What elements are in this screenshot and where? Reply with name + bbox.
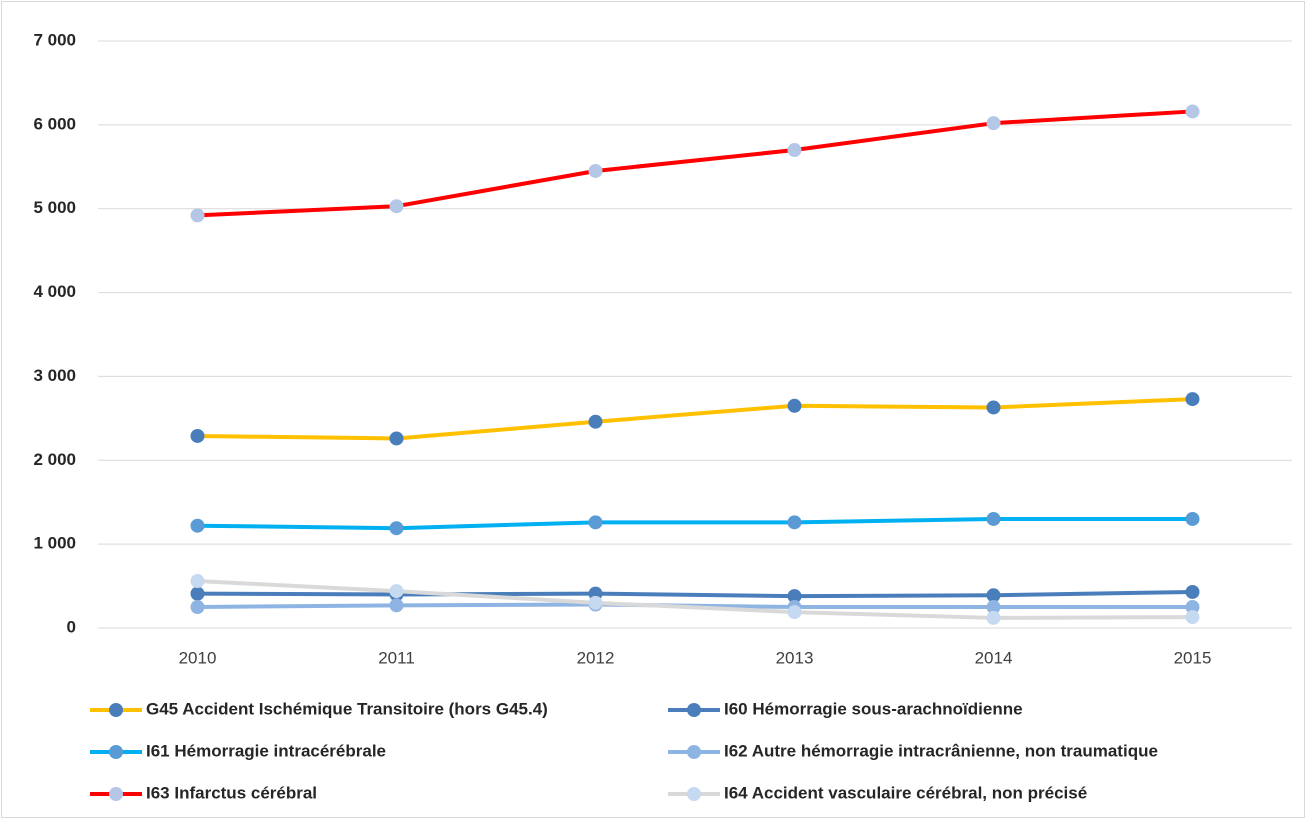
point <box>1185 610 1200 625</box>
point <box>588 414 603 429</box>
point <box>787 143 802 158</box>
point <box>1185 511 1200 526</box>
x-tick-label: 2011 <box>378 648 415 667</box>
legend-marker <box>109 745 123 759</box>
point <box>190 518 205 533</box>
legend-label: I62 Autre hémorragie intracrânienne, non… <box>724 741 1158 760</box>
point <box>190 428 205 443</box>
series-line <box>197 109 1193 218</box>
x-tick-label: 2012 <box>577 648 615 667</box>
y-tick-label: 7 000 <box>33 30 76 49</box>
point <box>389 199 404 214</box>
point <box>389 431 404 446</box>
point <box>588 515 603 530</box>
point <box>190 208 205 223</box>
point <box>986 600 1001 615</box>
series-line <box>197 516 1193 531</box>
point <box>190 574 205 589</box>
y-tick-label: 0 <box>67 617 76 636</box>
x-tick-label: 2013 <box>776 648 814 667</box>
point <box>190 600 205 615</box>
point <box>190 586 205 601</box>
x-tick-label: 2014 <box>975 648 1013 667</box>
point <box>787 605 802 620</box>
point <box>588 163 603 178</box>
legend-label: I60 Hémorragie sous-arachnoïdienne <box>724 699 1023 718</box>
legend-label: I64 Accident vasculaire cérébral, non pr… <box>724 783 1087 802</box>
y-tick-label: 6 000 <box>33 114 76 133</box>
point <box>1185 104 1200 119</box>
legend-label: G45 Accident Ischémique Transitoire (hor… <box>146 699 548 718</box>
series-line <box>197 579 1193 620</box>
legend-marker <box>687 787 701 801</box>
series-line <box>197 589 1193 599</box>
point <box>787 589 802 604</box>
point <box>1185 584 1200 599</box>
point <box>588 595 603 610</box>
point <box>787 398 802 413</box>
point <box>986 116 1001 131</box>
point <box>1185 392 1200 407</box>
point <box>389 584 404 599</box>
point <box>986 400 1001 415</box>
legend-marker <box>109 703 123 717</box>
point <box>389 598 404 613</box>
point <box>986 610 1001 625</box>
point <box>389 521 404 536</box>
y-tick-label: 4 000 <box>33 282 76 301</box>
series-line <box>197 397 1193 441</box>
point <box>787 515 802 530</box>
y-tick-label: 2 000 <box>33 450 76 469</box>
legend-label: I63 Infarctus cérébral <box>146 783 317 802</box>
point <box>986 511 1001 526</box>
legend-marker <box>687 703 701 717</box>
y-tick-label: 3 000 <box>33 366 76 385</box>
y-tick-label: 5 000 <box>33 198 76 217</box>
legend-marker <box>109 787 123 801</box>
x-tick-label: 2015 <box>1174 648 1212 667</box>
x-tick-label: 2010 <box>179 648 217 667</box>
legend-marker <box>687 745 701 759</box>
legend-label: I61 Hémorragie intracérébrale <box>146 741 386 760</box>
point <box>986 588 1001 603</box>
point <box>1185 600 1200 615</box>
y-tick-label: 1 000 <box>33 534 76 553</box>
